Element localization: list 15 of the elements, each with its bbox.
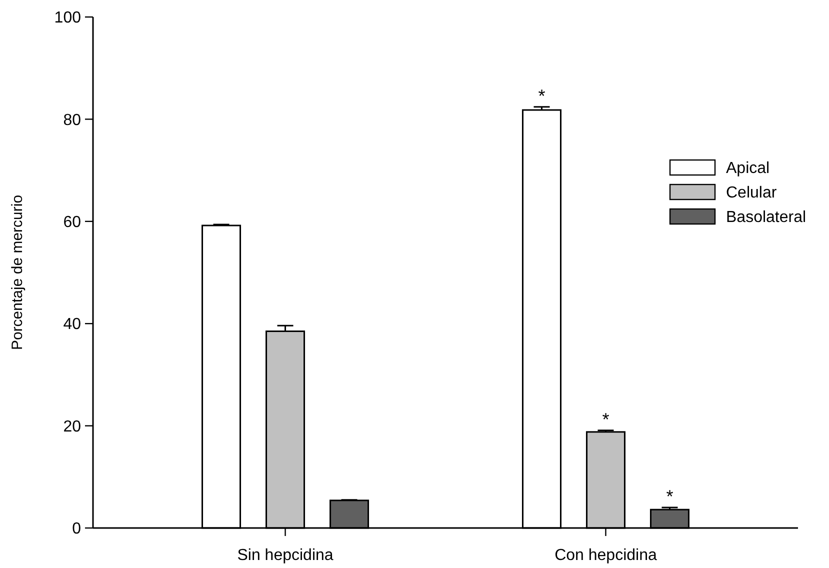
y-tick-label: 0	[72, 520, 82, 538]
x-tick-label: Con hepcidina	[554, 547, 657, 564]
data-label: *	[602, 409, 610, 430]
legend-label: Basolateral	[726, 209, 806, 226]
y-tick-label: 100	[54, 10, 82, 27]
legend-label: Celular	[726, 184, 778, 202]
y-tick-label: 60	[63, 214, 82, 231]
x-tick-label: Sin hepcidina	[237, 547, 334, 564]
data-label: *	[666, 486, 674, 507]
data-label: *	[538, 86, 546, 106]
y-tick-label: 80	[63, 112, 82, 129]
y-tick-label: 20	[63, 418, 82, 436]
legend-label: Apical	[726, 160, 770, 178]
y-axis-title: Porcentaje de mercurio	[9, 194, 26, 350]
y-tick-label: 40	[63, 316, 82, 334]
